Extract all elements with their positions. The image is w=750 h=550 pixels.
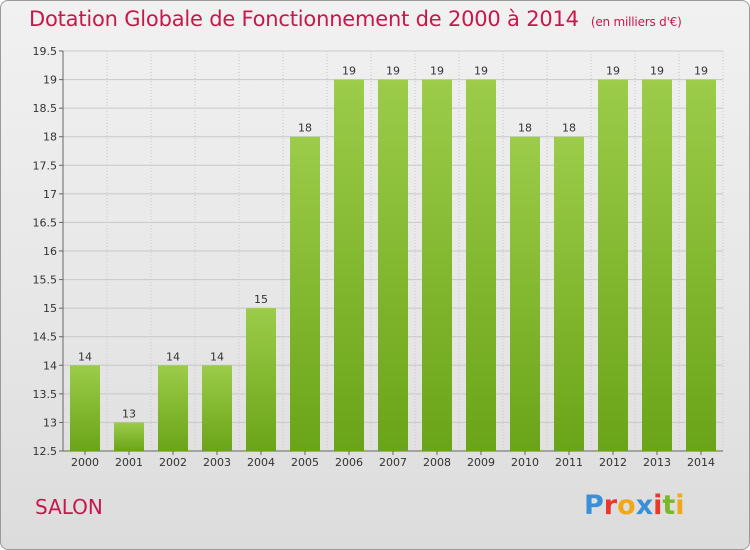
bar-2003 bbox=[202, 365, 232, 451]
x-tick-label: 2003 bbox=[203, 456, 231, 469]
data-label-2014: 19 bbox=[694, 65, 708, 78]
y-tick-label: 16.5 bbox=[33, 216, 58, 229]
bar-2013 bbox=[642, 79, 672, 452]
data-labels: 14 13 14 14 15 18 19 19 19 19 18 18 19 19 19 bbox=[78, 65, 708, 421]
y-tick-label: 18 bbox=[43, 131, 57, 144]
logo-letter: i bbox=[653, 490, 663, 521]
data-label-2012: 19 bbox=[606, 65, 620, 78]
proxiti-logo: Proxiti bbox=[584, 490, 685, 521]
bar-2004 bbox=[246, 308, 276, 451]
y-tick-label: 15.5 bbox=[33, 274, 58, 287]
bar-2012 bbox=[598, 79, 628, 452]
y-tick-label: 17.5 bbox=[33, 159, 58, 172]
y-tick-label: 12.5 bbox=[33, 445, 58, 458]
bars bbox=[70, 79, 716, 452]
chart-title: Dotation Globale de Fonctionnement de 20… bbox=[29, 7, 682, 31]
data-label-2004: 15 bbox=[254, 293, 268, 306]
y-tick-label: 13 bbox=[43, 416, 57, 429]
y-tick-label: 14 bbox=[43, 359, 57, 372]
y-tick-label: 17 bbox=[43, 188, 57, 201]
logo-letter: P bbox=[584, 490, 604, 521]
x-tick-label: 2005 bbox=[291, 456, 319, 469]
x-tick-label: 2006 bbox=[335, 456, 363, 469]
bar-2001 bbox=[114, 422, 144, 451]
bar-2008 bbox=[422, 79, 452, 452]
chart-title-text: Dotation Globale de Fonctionnement de 20… bbox=[29, 7, 579, 31]
data-label-2007: 19 bbox=[386, 65, 400, 78]
x-tick-label: 2013 bbox=[643, 456, 671, 469]
logo-letter: t bbox=[662, 490, 676, 521]
x-tick-label: 2008 bbox=[423, 456, 451, 469]
city-name: SALON bbox=[35, 495, 103, 519]
chart-unit: (en milliers d'€) bbox=[590, 15, 682, 29]
x-tick-label: 2007 bbox=[379, 456, 407, 469]
bar-2009 bbox=[466, 79, 496, 452]
y-tick-label: 16 bbox=[43, 245, 57, 258]
logo-letter: i bbox=[675, 490, 685, 521]
data-label-2002: 14 bbox=[166, 350, 180, 363]
data-label-2003: 14 bbox=[210, 350, 224, 363]
bar-2007 bbox=[378, 79, 408, 452]
data-label-2001: 13 bbox=[122, 407, 136, 420]
data-label-2006: 19 bbox=[342, 65, 356, 78]
x-tick-label: 2014 bbox=[687, 456, 715, 469]
logo-letter: r bbox=[603, 490, 618, 521]
bar-2006 bbox=[334, 79, 364, 452]
x-tick-label: 2010 bbox=[511, 456, 539, 469]
data-label-2008: 19 bbox=[430, 65, 444, 78]
logo-letter: o bbox=[617, 490, 636, 521]
bar-2005 bbox=[290, 136, 320, 451]
x-tick-label: 2002 bbox=[159, 456, 187, 469]
data-label-2005: 18 bbox=[298, 122, 312, 135]
x-tick-label: 2001 bbox=[115, 456, 143, 469]
x-tick-label: 2011 bbox=[555, 456, 583, 469]
x-tick-label: 2000 bbox=[71, 456, 99, 469]
x-tick-label: 2009 bbox=[467, 456, 495, 469]
bar-2010 bbox=[510, 136, 540, 451]
data-label-2000: 14 bbox=[78, 350, 92, 363]
data-label-2009: 19 bbox=[474, 65, 488, 78]
bar-2014 bbox=[686, 79, 716, 452]
x-tick-label: 2012 bbox=[599, 456, 627, 469]
y-tick-label: 19 bbox=[43, 74, 57, 87]
y-tick-label: 13.5 bbox=[33, 388, 58, 401]
data-label-2011: 18 bbox=[562, 122, 576, 135]
data-label-2010: 18 bbox=[518, 122, 532, 135]
bar-2011 bbox=[554, 136, 584, 451]
y-tick-label: 18.5 bbox=[33, 102, 58, 115]
bar-2002 bbox=[158, 365, 188, 451]
bar-2000 bbox=[70, 365, 100, 451]
y-tick-label: 19.5 bbox=[33, 45, 58, 58]
data-label-2013: 19 bbox=[650, 65, 664, 78]
x-tick-label: 2004 bbox=[247, 456, 275, 469]
axes: 12.5 13 13.5 14 14.5 15 15.5 16 16.5 17 17.5 18 18.5… bbox=[33, 45, 723, 469]
y-tick-label: 15 bbox=[43, 302, 57, 315]
logo-letter: x bbox=[635, 490, 654, 521]
y-tick-label: 14.5 bbox=[33, 331, 58, 344]
